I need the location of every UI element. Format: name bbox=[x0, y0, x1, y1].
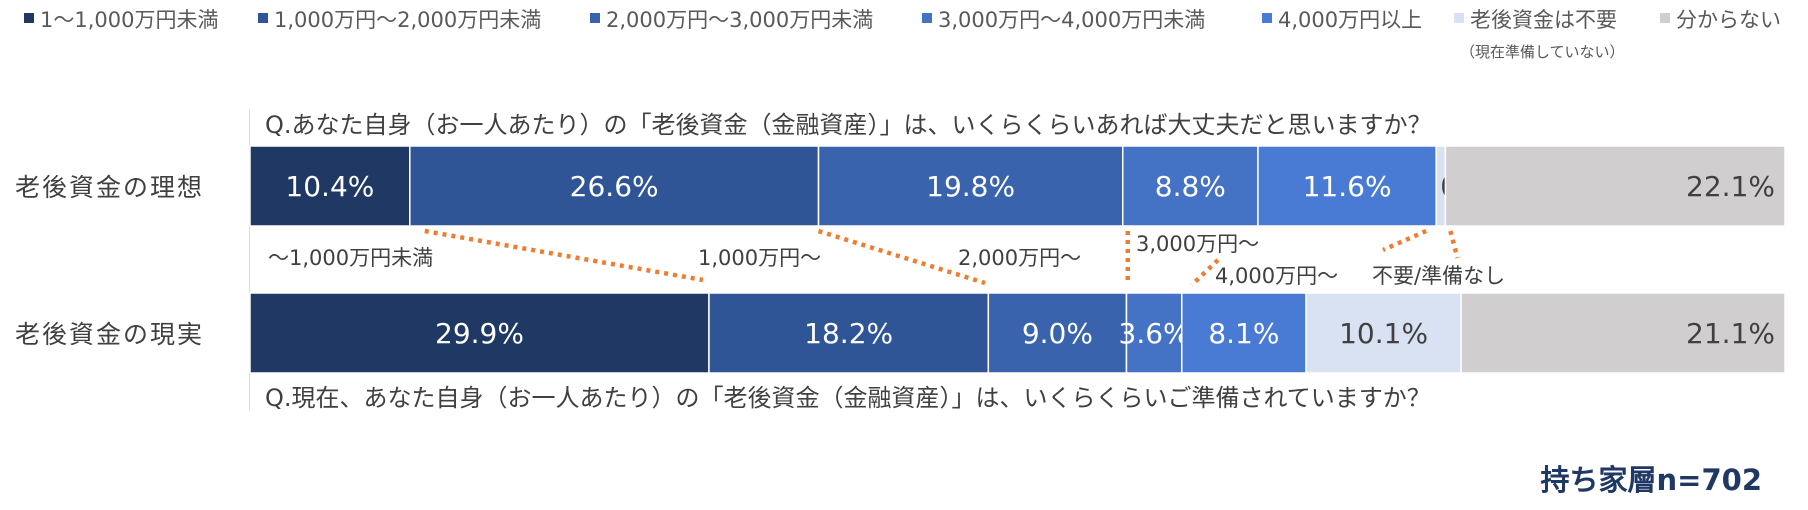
legend-swatch bbox=[24, 13, 34, 23]
data-label: 29.9% bbox=[435, 317, 524, 350]
category-label: 老後資金の現実 bbox=[15, 320, 204, 349]
legend: 1～1,000万円未満 1,000万円～2,000万円未満 2,000万円～3,00… bbox=[24, 8, 1781, 61]
question-text: Q.あなた自身（お一人あたり）の「老後資金（金融資産）」は、いくらくらいあれば大… bbox=[265, 111, 1432, 139]
bar-segment bbox=[1122, 145, 1259, 227]
bar-segment bbox=[409, 145, 820, 227]
data-label: 21.1% bbox=[1686, 317, 1775, 350]
legend-swatch bbox=[1262, 13, 1272, 23]
connector-label: 1,000万円～ bbox=[698, 246, 821, 270]
connector-line bbox=[1190, 258, 1220, 287]
legend-swatch bbox=[1454, 13, 1464, 23]
connector-label: ～1,000万円未満 bbox=[268, 246, 433, 270]
bar-segment bbox=[249, 292, 710, 374]
legend-note: （現在準備していない） bbox=[1460, 43, 1625, 61]
data-label: 22.1% bbox=[1686, 170, 1775, 203]
bar-segment bbox=[1257, 145, 1437, 227]
data-label: 3.6% bbox=[1119, 317, 1190, 350]
connector-label: 2,000万円～ bbox=[958, 246, 1081, 270]
bar-segment bbox=[987, 292, 1128, 374]
legend-label: 老後資金は不要 bbox=[1470, 8, 1617, 32]
bar-segment bbox=[1125, 292, 1183, 374]
sample-size-note: 持ち家層n=702 bbox=[1541, 463, 1762, 497]
bars: 10.4%26.6%19.8%8.8%11.6%0.6%22.1%29.9%18… bbox=[249, 145, 1786, 374]
connector-line bbox=[1382, 228, 1428, 253]
data-label: 19.8% bbox=[926, 170, 1015, 203]
data-label: 10.4% bbox=[285, 170, 374, 203]
connector-label: 4,000万円～ bbox=[1215, 264, 1338, 288]
data-label: 26.6% bbox=[570, 170, 659, 203]
connector-label: 3,000万円～ bbox=[1136, 232, 1259, 256]
connector-line bbox=[817, 228, 986, 286]
legend-swatch bbox=[1660, 13, 1670, 23]
bar-segment bbox=[1305, 292, 1462, 374]
annotations: Q.あなた自身（お一人あたり）の「老後資金（金融資産）」は、いくらくらいあれば大… bbox=[265, 111, 1762, 497]
bar-segment bbox=[1444, 145, 1786, 227]
data-label: 11.6% bbox=[1303, 170, 1392, 203]
legend-swatch bbox=[258, 13, 268, 23]
legend-label: 4,000万円以上 bbox=[1278, 8, 1422, 32]
legend-label: 1,000万円～2,000万円未満 bbox=[274, 8, 541, 32]
data-label: 8.8% bbox=[1155, 170, 1226, 203]
connector-line bbox=[424, 228, 704, 283]
legend-label: 3,000万円～4,000万円未満 bbox=[938, 8, 1205, 32]
category-label: 老後資金の理想 bbox=[15, 173, 204, 202]
legend-label: 分からない bbox=[1676, 8, 1781, 32]
connector-line bbox=[1448, 230, 1460, 259]
question-text: Q.現在、あなた自身（お一人あたり）の「老後資金（金融資産）」は、いくらくらいご… bbox=[265, 384, 1431, 412]
legend-swatch bbox=[922, 13, 932, 23]
bar-segment bbox=[817, 145, 1124, 227]
data-label: 18.2% bbox=[804, 317, 893, 350]
legend-swatch bbox=[590, 13, 600, 23]
data-label: 10.1% bbox=[1339, 317, 1428, 350]
bar-segment bbox=[708, 292, 990, 374]
legend-label: 2,000万円～3,000万円未満 bbox=[606, 8, 873, 32]
data-label: 8.1% bbox=[1208, 317, 1279, 350]
data-label: 9.0% bbox=[1022, 317, 1093, 350]
connector-lines bbox=[424, 228, 1460, 287]
legend-label: 1～1,000万円未満 bbox=[40, 8, 218, 32]
connector-label: 不要/準備なし bbox=[1372, 264, 1505, 288]
bar-segment bbox=[1460, 292, 1786, 374]
bar-segment bbox=[1180, 292, 1307, 374]
